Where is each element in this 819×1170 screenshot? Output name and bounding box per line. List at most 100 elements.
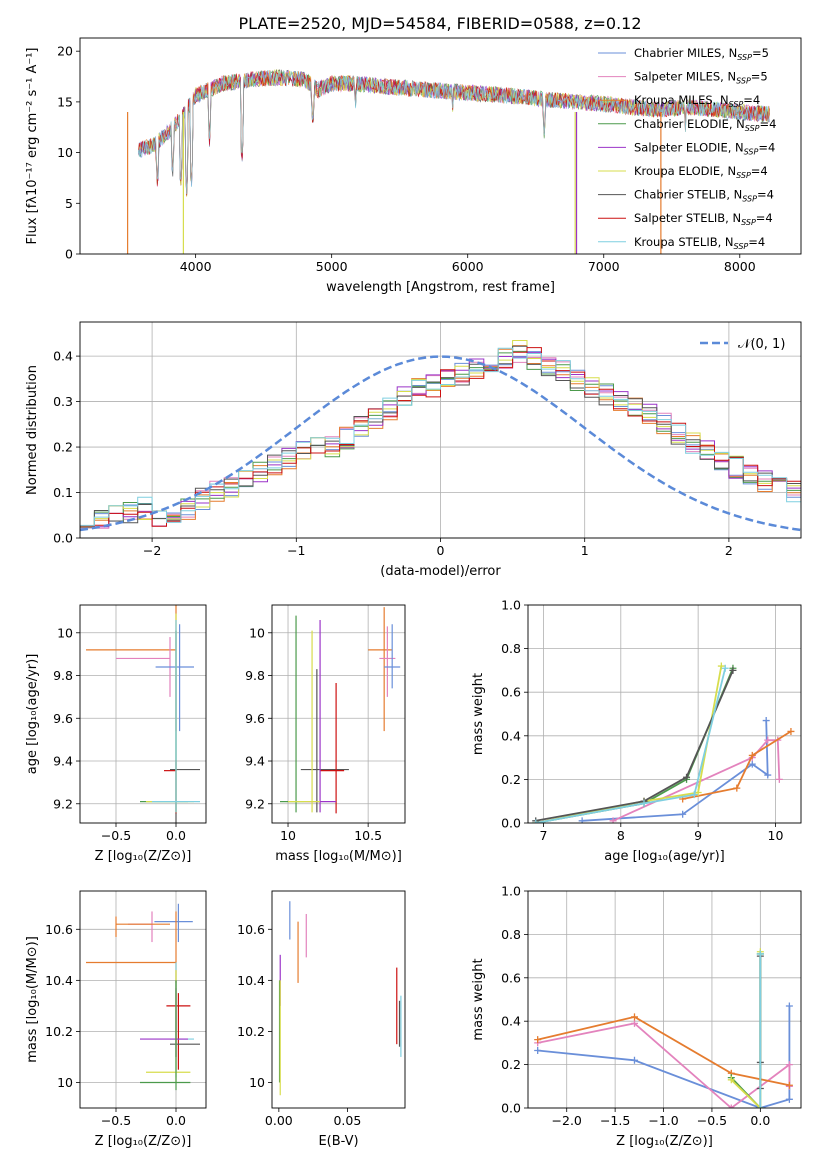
errorbar-point-kroupa-elodie [146,970,191,1083]
y-axis-label: Normed distribution [25,365,40,495]
legend-label-salpeter-stelib: Salpeter STELIB, NSSP=4 [634,211,773,227]
marker-salpeter-miles [630,1019,638,1027]
y-tick-label: 0.1 [53,485,73,500]
errorbars [86,605,200,823]
line-kroupa-elodie [730,951,762,1108]
line-kroupa-miles [682,730,792,800]
line-salpeter-miles [537,1022,791,1108]
marker-kroupa-elodie [717,662,725,670]
y-tick-label: 10.6 [45,922,73,937]
legend-label-chabrier-miles: Chabrier MILES, NSSP=5 [634,46,769,62]
marker-chabrier-miles [764,771,772,779]
spectrum-panel: 4000 5000 6000 7000 8000 0 5 10 15 20 wavelength [… [25,37,802,295]
spectrum-legend: Chabrier MILES, NSSP=5 Salpeter MILES, NS… [598,46,776,251]
y-tick-label: 10 [57,145,73,160]
legend-label-chabrier-stelib: Chabrier STELIB, NSSP=4 [634,188,774,204]
x-tick-label: 0.00 [265,1113,293,1128]
y-tick-label: 10 [249,625,265,640]
legend-label-kroupa-miles: Kroupa MILES, NSSP=4 [634,93,760,109]
errorbar-point-kroupa-stelib [152,619,200,813]
errorbar-point-kroupa-elodie [288,630,321,813]
marker-kroupa-stelib [690,791,698,799]
legend-label-chabrier-elodie: Chabrier ELODIE, NSSP=4 [634,117,776,133]
x-tick-label: 0.0 [750,1113,770,1128]
legend-label-kroupa-stelib: Kroupa STELIB, NSSP=4 [634,235,765,251]
errorbar-point-chabrier-miles [384,624,401,689]
errorbar-point-chabrier-miles [155,624,194,732]
marker-chabrier-miles [630,1056,638,1064]
marker-kroupa-elodie [694,788,702,796]
marker-chabrier-stelib [683,773,691,781]
mass-vs-z-panel: −0.5 0.0 10 10.2 10.4 10.6 Z [log₁₀(Z/Z⊙)] mass… [25,890,207,1149]
x-tick-label: 7 [539,828,547,843]
marker-kroupa-miles [733,784,741,792]
spectrum-kroupa-stelib [138,70,770,195]
marker-kroupa-miles [785,1081,793,1089]
y-tick-label: 10.2 [237,1024,265,1039]
marker-chabrier-miles [679,810,687,818]
marker-salpeter-miles [785,1061,793,1069]
axes-frame [527,890,802,1109]
x-axis-label: Z [log₁₀(Z/Z⊙)] [95,849,192,864]
x-tick-label: 7000 [588,259,620,274]
residual-histograms [80,340,801,532]
errorbar-point-chabrier-stelib [300,669,349,813]
x-tick-label: 2 [725,543,733,558]
axes-frame [527,604,802,824]
x-tick-label: −0.5 [101,1113,131,1128]
x-axis-label: Z [log₁₀(Z/Z⊙)] [616,1134,713,1149]
x-tick-label: −2 [143,543,161,558]
y-axis-label: mass [log₁₀(M/M⊙)] [25,936,40,1063]
y-tick-label: 9.8 [53,668,73,683]
histogram-salpeter-miles [80,357,801,529]
marker-chabrier-miles [785,1095,793,1103]
errorbar-point-chabrier-stelib [170,630,200,823]
y-tick-label: 0.8 [501,927,521,942]
y-tick-label: 0 [65,247,73,262]
errorbar-point-kroupa-stelib [170,962,194,1078]
marker-kroupa-miles [534,1036,542,1044]
y-tick-label: 1.0 [501,598,521,613]
x-tick-label: 5000 [316,259,348,274]
marker-chabrier-miles [534,1046,542,1054]
line-salpeter-miles [612,739,781,822]
y-tick-label: 0.8 [501,641,521,656]
x-tick-label: −0.5 [101,828,131,843]
y-tick-label: 0.2 [501,772,521,787]
x-axis-label: Z [log₁₀(Z/Z⊙)] [95,1134,192,1149]
y-tick-label: 5 [65,196,73,211]
marker-salpeter-miles [775,775,783,783]
marker-kroupa-miles [630,1013,638,1021]
errorbar-point-salpeter-stelib [320,683,345,814]
axes-frame [271,604,406,824]
x-tick-label: 10 [768,828,784,843]
errorbar-point-salpeter-elodie [304,619,337,813]
y-tick-label: 10.4 [45,973,73,988]
y-tick-label: 9.2 [245,796,265,811]
legend-label-normal: 𝒩(0, 1) [738,337,785,352]
marker-salpeter-miles [609,817,617,823]
y-tick-label: 10 [57,1075,73,1090]
mass-weight-lines [532,662,795,823]
x-tick-label: 8000 [724,259,756,274]
x-tick-label: 0.05 [333,1113,361,1128]
errorbar-point-kroupa-miles [86,605,177,732]
marker-kroupa-stelib [532,819,540,823]
y-tick-label: 9.6 [245,711,265,726]
marker-kroupa-stelib [721,664,729,672]
y-tick-label: 0.3 [53,394,73,409]
x-tick-label: −2.0 [552,1113,582,1128]
y-tick-label: 9.4 [245,754,265,769]
y-tick-label: 1.0 [501,884,521,899]
errorbar-point-salpeter-stelib [166,993,191,1070]
y-tick-label: 0.0 [501,1101,521,1116]
histogram-kroupa-miles [80,345,801,528]
errorbar-point-salpeter-elodie [140,988,188,1057]
x-axis-label: (data-model)/error [380,564,501,579]
marker-kroupa-miles [748,751,756,759]
errorbar-point-chabrier-miles [154,903,193,943]
mass-vs-ebv-panel: 0.00 0.05 10 10.2 10.4 10.6 E(B-V) [237,890,406,1149]
age-vs-mass-panel: 10 10.5 9.2 9.4 9.6 9.8 10 mass [log₁₀(M/M⊙)] [245,604,406,864]
mass-weight-lines [534,948,793,1108]
line-kroupa-stelib [535,667,727,823]
